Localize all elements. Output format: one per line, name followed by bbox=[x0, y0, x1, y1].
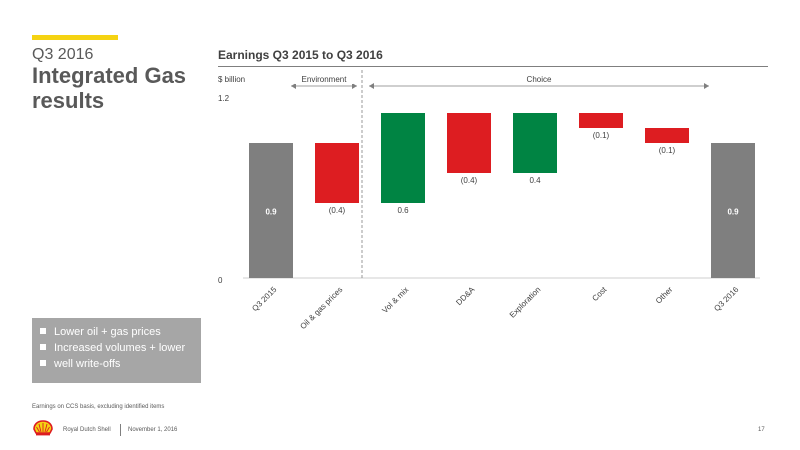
callout-bullet-1: Lower oil + gas prices bbox=[40, 324, 201, 340]
y-tick-zero: 0 bbox=[218, 276, 223, 285]
data-label-q3-2015: 0.9 bbox=[265, 208, 277, 217]
group-arrowhead-left-environment bbox=[291, 83, 296, 89]
y-tick-top: 1.2 bbox=[218, 94, 230, 103]
category-label-exploration: Exploration bbox=[508, 285, 543, 320]
slide-subtitle: Q3 2016 bbox=[32, 46, 94, 63]
data-label-vol-mix: 0.6 bbox=[397, 206, 409, 215]
category-label-oil-gas-prices: Oil & gas prices bbox=[298, 285, 344, 331]
bar-oil-gas-prices bbox=[315, 143, 359, 203]
bar-vol-mix bbox=[381, 113, 425, 203]
data-label-q3-2016: 0.9 bbox=[727, 208, 739, 217]
group-arrowhead-left-choice bbox=[369, 83, 374, 89]
category-label-cost: Cost bbox=[590, 285, 609, 304]
data-label-oil-gas-prices: (0.4) bbox=[329, 206, 346, 215]
footer-company: Royal Dutch Shell bbox=[63, 427, 111, 433]
category-label-dd-a: DD&A bbox=[454, 285, 477, 308]
category-label-vol-mix: Vol & mix bbox=[380, 285, 410, 315]
footnote: Earnings on CCS basis, excluding identif… bbox=[32, 404, 165, 410]
chart-title: Earnings Q3 2015 to Q3 2016 bbox=[218, 48, 383, 62]
chart-title-rule bbox=[218, 66, 768, 67]
group-label-environment: Environment bbox=[302, 75, 348, 84]
data-label-dd-a: (0.4) bbox=[461, 176, 478, 185]
callout-box: Lower oil + gas prices Increased volumes… bbox=[32, 318, 201, 383]
page-number: 17 bbox=[758, 427, 765, 433]
bar-other bbox=[645, 128, 689, 143]
bar-exploration bbox=[513, 113, 557, 173]
data-label-other: (0.1) bbox=[659, 146, 676, 155]
slide-title: Integrated Gas results bbox=[32, 63, 187, 113]
accent-bar bbox=[32, 35, 118, 40]
callout-bullet-2-cont: well write-offs bbox=[40, 356, 201, 372]
callout-bullet-2: Increased volumes + lower bbox=[40, 340, 201, 356]
group-label-choice: Choice bbox=[527, 75, 552, 84]
shell-pecten-icon bbox=[33, 420, 53, 436]
group-arrowhead-right-choice bbox=[704, 83, 709, 89]
bar-q3-2016 bbox=[711, 143, 755, 278]
category-label-q3-2016: Q3 2016 bbox=[712, 285, 740, 313]
bar-dd-a bbox=[447, 113, 491, 173]
bar-cost bbox=[579, 113, 623, 128]
category-label-other: Other bbox=[654, 285, 675, 306]
footer-separator bbox=[120, 424, 121, 436]
group-label-bg-choice bbox=[521, 74, 557, 84]
category-label-q3-2015: Q3 2015 bbox=[250, 285, 278, 313]
y-axis-label: $ billion bbox=[218, 75, 245, 84]
group-arrowhead-right-environment bbox=[352, 83, 357, 89]
group-label-bg-environment bbox=[294, 74, 354, 84]
data-label-cost: (0.1) bbox=[593, 131, 610, 140]
footer-date: November 1, 2016 bbox=[128, 427, 178, 433]
bar-q3-2015 bbox=[249, 143, 293, 278]
data-label-exploration: 0.4 bbox=[529, 176, 541, 185]
